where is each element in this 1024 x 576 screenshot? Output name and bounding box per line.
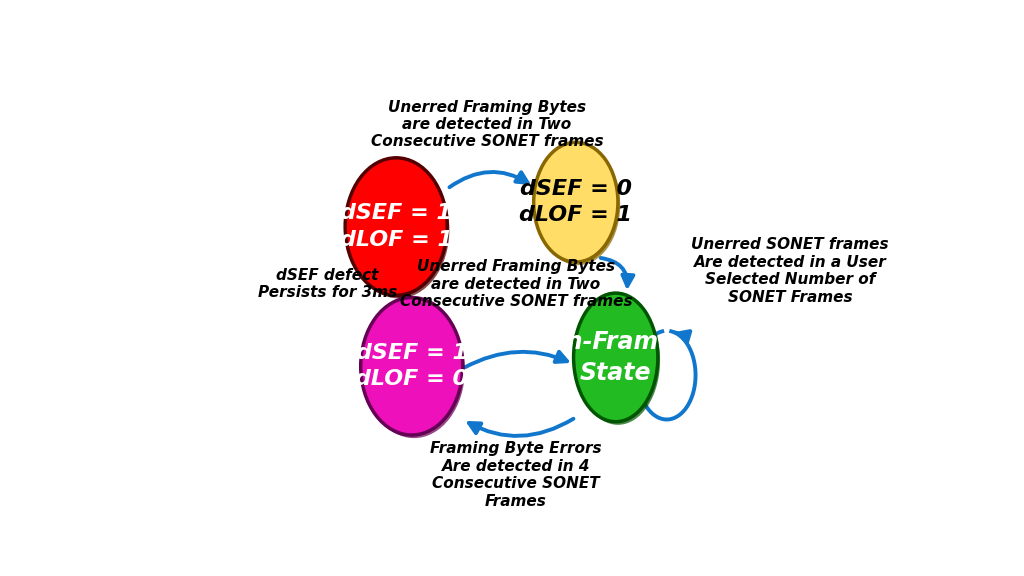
Text: dSEF = 1
dLOF = 1: dSEF = 1 dLOF = 1	[340, 203, 453, 250]
Text: dSEF defect
Persists for 3ms: dSEF defect Persists for 3ms	[258, 268, 397, 301]
Text: Framing Byte Errors
Are detected in 4
Consecutive SONET
Frames: Framing Byte Errors Are detected in 4 Co…	[430, 441, 602, 509]
Ellipse shape	[345, 158, 447, 295]
Text: Unerred Framing Bytes
are detected in Two
Consecutive SONET frames: Unerred Framing Bytes are detected in Tw…	[371, 100, 603, 149]
Ellipse shape	[573, 293, 657, 422]
Ellipse shape	[534, 142, 617, 262]
Text: Unerred Framing Bytes
are detected in Two
Consecutive SONET frames: Unerred Framing Bytes are detected in Tw…	[399, 259, 632, 309]
Ellipse shape	[536, 145, 621, 265]
Ellipse shape	[360, 298, 463, 435]
Text: Unerred SONET frames
Are detected in a User
Selected Number of
SONET Frames: Unerred SONET frames Are detected in a U…	[691, 237, 889, 305]
Ellipse shape	[362, 301, 465, 438]
Text: dSEF = 0
dLOF = 1: dSEF = 0 dLOF = 1	[519, 179, 632, 225]
Text: dSEF = 1
dLOF = 0: dSEF = 1 dLOF = 0	[355, 343, 468, 389]
Ellipse shape	[347, 161, 450, 298]
Ellipse shape	[575, 296, 660, 425]
Text: In-Frame
State: In-Frame State	[557, 329, 674, 385]
